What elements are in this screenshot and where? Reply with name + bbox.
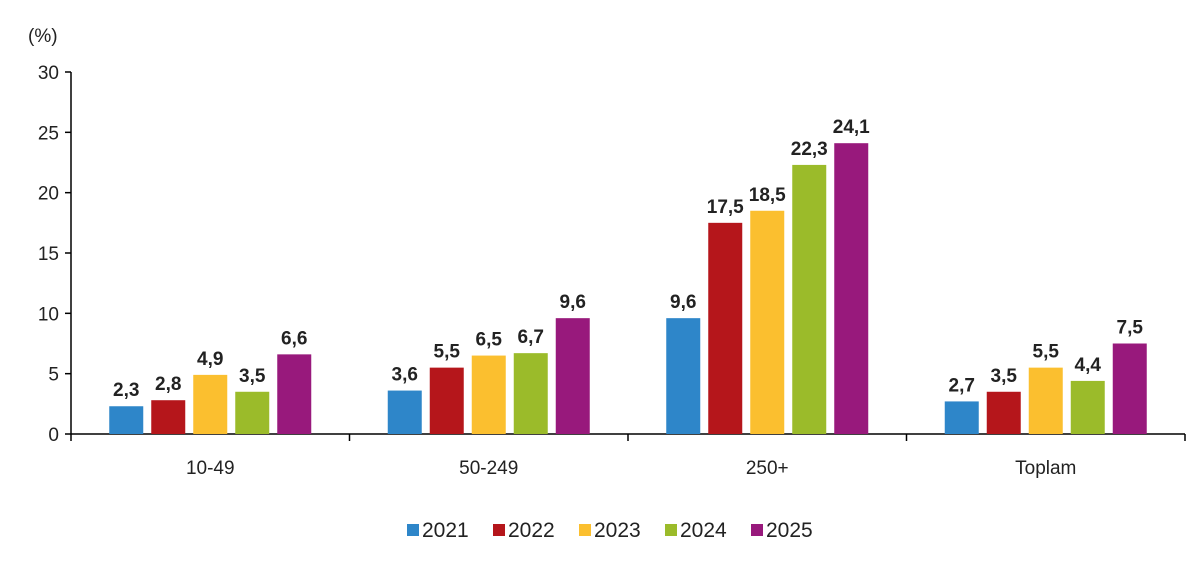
x-category-label: 50-249 bbox=[459, 458, 518, 479]
y-tick-label: 15 bbox=[38, 244, 59, 265]
bar-2025-Toplam bbox=[1112, 343, 1147, 434]
bar-2023-10-49 bbox=[193, 374, 228, 434]
data-label: 22,3 bbox=[791, 139, 828, 160]
bar-2022-250+ bbox=[708, 222, 743, 434]
data-label: 24,1 bbox=[833, 117, 870, 138]
legend-label: 2021 bbox=[422, 519, 469, 542]
bar-2025-10-49 bbox=[277, 354, 312, 434]
bar-2025-250+ bbox=[834, 143, 869, 434]
y-tick-label: 25 bbox=[38, 123, 59, 144]
bar-2024-Toplam bbox=[1070, 380, 1105, 434]
y-tick-label: 30 bbox=[38, 63, 59, 84]
data-label: 5,5 bbox=[434, 342, 461, 363]
bar-2024-10-49 bbox=[235, 391, 270, 434]
bar-2021-50-249 bbox=[387, 390, 422, 434]
bar-2022-Toplam bbox=[986, 391, 1021, 434]
legend-swatch-2021 bbox=[407, 524, 419, 536]
bar-2023-Toplam bbox=[1028, 367, 1063, 434]
bar-2023-50-249 bbox=[471, 355, 506, 434]
bars: 2,3 2,8 4,9 3,5 6,6 3,6 5,5 6,5 6,7 9,6 9,6 17,518,… bbox=[109, 117, 1147, 434]
data-label: 2,8 bbox=[155, 374, 181, 395]
bar-2024-50-249 bbox=[513, 353, 548, 434]
y-tick-label: 20 bbox=[38, 184, 59, 205]
legend-swatch-2025 bbox=[751, 524, 763, 536]
data-label: 6,5 bbox=[476, 330, 503, 351]
bar-2022-10-49 bbox=[151, 400, 186, 434]
x-category-label: 10-49 bbox=[186, 458, 235, 479]
y-tick-label: 5 bbox=[48, 365, 59, 386]
legend-swatch-2022 bbox=[493, 524, 505, 536]
data-label: 6,7 bbox=[518, 327, 544, 348]
data-label: 3,5 bbox=[991, 366, 1018, 387]
legend: 2021 2022 2023 2024 2025 bbox=[407, 519, 813, 542]
legend-label: 2023 bbox=[594, 519, 641, 542]
bar-2023-250+ bbox=[750, 210, 785, 434]
data-label: 5,5 bbox=[1033, 342, 1060, 363]
data-label: 6,6 bbox=[281, 328, 307, 349]
data-label: 4,4 bbox=[1075, 355, 1102, 376]
legend-swatch-2024 bbox=[665, 524, 677, 536]
bar-2021-250+ bbox=[666, 318, 701, 434]
x-category-label: Toplam bbox=[1015, 458, 1076, 479]
bar-2021-Toplam bbox=[944, 401, 979, 434]
legend-label: 2025 bbox=[766, 519, 813, 542]
data-label: 17,5 bbox=[707, 197, 744, 218]
bar-2025-50-249 bbox=[555, 318, 590, 434]
data-label: 3,5 bbox=[239, 366, 266, 387]
data-label: 9,6 bbox=[560, 292, 586, 313]
y-axis-unit-label: (%) bbox=[28, 26, 58, 47]
data-label: 18,5 bbox=[749, 185, 786, 206]
bar-2021-10-49 bbox=[109, 406, 144, 434]
y-tick-label: 0 bbox=[48, 425, 59, 446]
legend-label: 2022 bbox=[508, 519, 555, 542]
y-tick-label: 10 bbox=[38, 304, 59, 325]
data-label: 2,7 bbox=[949, 375, 975, 396]
legend-swatch-2023 bbox=[579, 524, 591, 536]
bar-2024-250+ bbox=[792, 164, 827, 434]
x-category-label: 250+ bbox=[746, 458, 789, 479]
bar-2022-50-249 bbox=[429, 367, 464, 434]
data-label: 7,5 bbox=[1117, 318, 1144, 339]
data-label: 2,3 bbox=[113, 380, 139, 401]
data-label: 4,9 bbox=[197, 349, 223, 370]
data-label: 3,6 bbox=[392, 365, 418, 386]
legend-label: 2024 bbox=[680, 519, 727, 542]
data-label: 9,6 bbox=[670, 292, 696, 313]
